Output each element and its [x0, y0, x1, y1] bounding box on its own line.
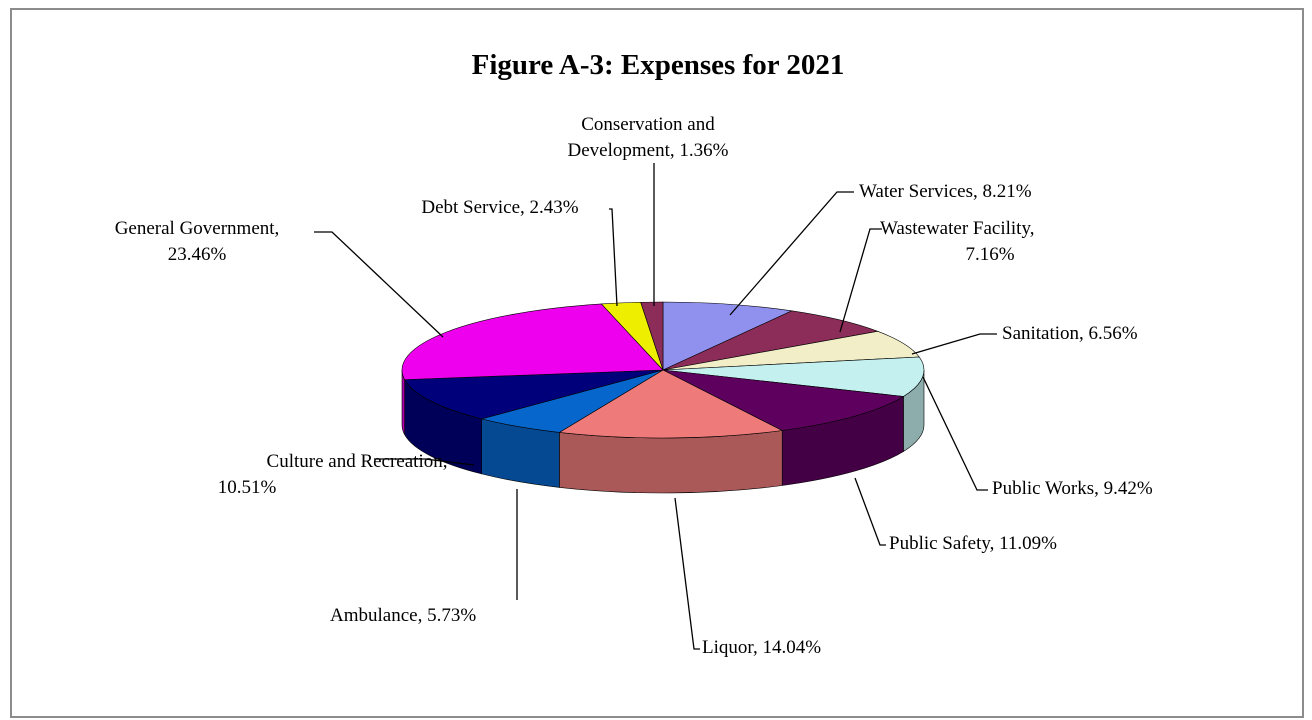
data-label-liquor: Liquor, 14.04%: [702, 637, 821, 658]
leader-line-culture-and-recreation: [374, 458, 475, 466]
data-label-public-safety: Public Safety, 11.09%: [889, 533, 1057, 554]
leader-line-water-services: [729, 191, 854, 316]
pie-side-general-government: [401, 369, 405, 435]
leader-line-debt-service: [609, 208, 618, 307]
leader-line-public-safety: [854, 477, 886, 546]
pie-slice-water-services: [662, 301, 793, 371]
pie-slice-general-government: [401, 303, 664, 380]
data-label-general-government-line1: General Government,: [115, 218, 280, 239]
leader-line-general-government: [314, 231, 444, 338]
data-label-conservation-and-development-line1: Conservation and: [581, 114, 715, 135]
data-label-conservation-and-development-line2: Development, 1.36%: [568, 140, 729, 161]
pie-slice-wastewater-facility: [662, 310, 879, 371]
pie-chart: Figure A-3: Expenses for 2021 Water Serv…: [115, 49, 1153, 658]
leader-line-sanitation: [911, 333, 997, 355]
data-label-public-works: Public Works, 9.42%: [992, 478, 1153, 499]
pie-slice-culture-and-recreation: [404, 369, 664, 420]
pie-side-liquor: [559, 430, 783, 494]
leader-line-wastewater-facility: [839, 228, 882, 333]
data-label-ambulance: Ambulance, 5.73%: [330, 605, 476, 626]
data-label-wastewater-facility-line1: Wastewater Facility,: [880, 218, 1034, 239]
pie-slice-public-safety: [662, 369, 905, 431]
data-label-debt-service: Debt Service, 2.43%: [421, 197, 578, 218]
chart-title: Figure A-3: Expenses for 2021: [472, 49, 845, 81]
data-label-sanitation: Sanitation, 6.56%: [1002, 323, 1138, 344]
data-label-wastewater-facility-line2: 7.16%: [965, 244, 1014, 265]
leader-line-public-works: [922, 376, 988, 491]
data-label-water-services: Water Services, 8.21%: [859, 181, 1032, 202]
data-label-culture-and-recreation-line2: 10.51%: [218, 477, 277, 498]
pie-slice-public-works: [662, 356, 925, 397]
data-label-general-government-line2: 23.46%: [168, 244, 227, 265]
leader-line-liquor: [674, 497, 700, 650]
pie-slice-conservation-and-development: [640, 301, 664, 371]
chart-frame: Figure A-3: Expenses for 2021 Water Serv…: [10, 8, 1304, 718]
pie-slice-liquor: [558, 369, 784, 439]
data-label-culture-and-recreation-line1: Culture and Recreation,: [267, 451, 448, 472]
